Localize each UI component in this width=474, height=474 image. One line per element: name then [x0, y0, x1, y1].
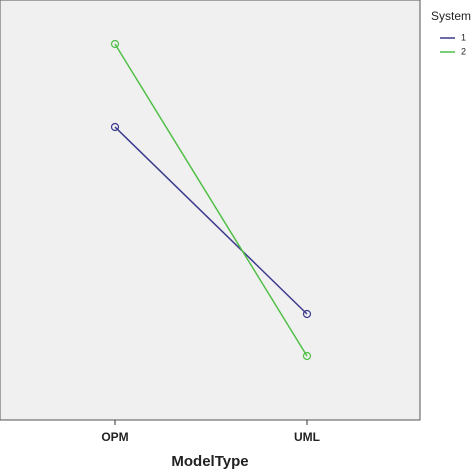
legend-label: 2 [461, 46, 466, 56]
legend-label: 1 [461, 32, 466, 42]
plot-area [0, 0, 421, 421]
legend-title: System [431, 9, 471, 23]
point-marker [302, 309, 312, 319]
x-axis-label: ModelType [171, 453, 248, 470]
series-line [114, 43, 308, 357]
point-marker [302, 351, 312, 361]
point-marker [110, 122, 120, 132]
x-tick-label: OPM [101, 430, 128, 444]
x-tick-label: UML [294, 430, 320, 444]
series-line [114, 126, 308, 315]
point-marker [110, 39, 120, 49]
